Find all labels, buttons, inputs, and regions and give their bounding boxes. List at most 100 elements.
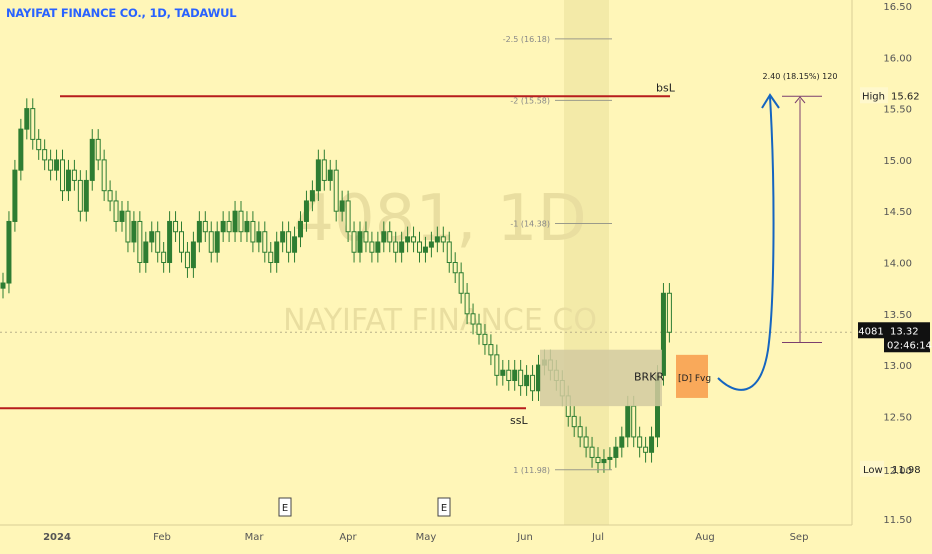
price-tag-value: 13.32 <box>890 326 919 337</box>
candle-body <box>202 220 208 233</box>
candle-body <box>315 159 321 192</box>
candle-body <box>446 241 452 263</box>
candle-body <box>226 220 232 233</box>
candle-body <box>500 369 506 376</box>
candle-body <box>530 374 536 392</box>
candle-body <box>488 344 494 356</box>
price-tag-countdown: 02:46:14 <box>887 340 932 351</box>
candle-body <box>220 220 226 233</box>
candle-body <box>83 179 89 212</box>
bsl-label: bsL <box>656 81 676 94</box>
candle-body <box>434 236 440 243</box>
time-tick: Mar <box>245 532 265 543</box>
candle-body <box>494 354 500 376</box>
candle-body <box>518 369 524 387</box>
candle-body <box>506 369 512 381</box>
time-tick: 2024 <box>43 532 71 543</box>
candle-body <box>196 220 202 243</box>
candle-body <box>161 251 167 264</box>
candle-body <box>536 364 541 392</box>
high-label-bg <box>860 87 888 104</box>
candle-body <box>208 231 214 253</box>
candle-body <box>179 231 184 253</box>
candle-body <box>250 220 256 243</box>
candle-body <box>54 159 60 171</box>
candle-body <box>42 149 48 161</box>
candle-body <box>369 241 375 253</box>
low-value: 11.98 <box>892 465 921 476</box>
candle-body <box>577 426 583 438</box>
candle-body <box>524 374 530 387</box>
price-tick: 15.00 <box>883 156 912 167</box>
candle-body <box>660 292 666 376</box>
time-tick: Feb <box>153 532 171 543</box>
projection-curve <box>717 96 775 391</box>
price-tick: 12.50 <box>883 412 912 423</box>
candle-body <box>113 200 119 222</box>
candle-body <box>643 446 649 453</box>
candle-body <box>357 231 363 253</box>
chart-title: NAYIFAT FINANCE CO., 1D, TADAWUL <box>6 6 237 20</box>
fib-label: 1 (11.98) <box>513 466 550 475</box>
price-tick: 15.50 <box>883 105 912 116</box>
time-tick: Jun <box>516 532 533 543</box>
price-tick: 16.50 <box>883 2 912 13</box>
candle-body <box>77 179 83 212</box>
candle-body <box>595 456 601 464</box>
candle-body <box>256 231 262 243</box>
candle-body <box>470 313 476 325</box>
event-marker-box <box>278 497 292 517</box>
price-tick: 16.00 <box>883 53 912 64</box>
price-tick: 13.50 <box>883 310 912 321</box>
candle-body <box>89 138 95 181</box>
candle-body <box>131 220 137 243</box>
ssl-label: ssL <box>510 414 528 427</box>
candle-body <box>625 405 631 438</box>
low-label-bg <box>860 460 884 477</box>
candle-body <box>339 200 345 212</box>
candle-body <box>428 241 434 248</box>
price-tick: 14.50 <box>883 207 912 218</box>
candle-body <box>399 241 405 253</box>
candle-body <box>71 169 77 181</box>
candle-body <box>411 236 417 243</box>
high-value: 15.62 <box>891 91 920 102</box>
price-tag <box>884 322 930 353</box>
symbol-tag-text: 4081 <box>858 326 883 337</box>
brkr-zone <box>540 349 662 407</box>
candle-body <box>464 292 470 315</box>
candle-body <box>48 159 54 171</box>
candle-body <box>262 231 268 253</box>
price-tick: 13.00 <box>883 361 912 372</box>
candle-body <box>292 236 298 253</box>
candle-body <box>381 231 387 243</box>
candle-body <box>65 169 71 192</box>
candle-body <box>619 436 625 448</box>
candle-body <box>24 108 30 130</box>
candle-body <box>321 159 327 181</box>
event-marker-label: E <box>282 503 288 514</box>
symbol-tag <box>858 322 884 339</box>
candle-body <box>12 169 18 222</box>
candle-body <box>149 231 155 243</box>
candle-body <box>101 159 107 192</box>
candle-body <box>280 231 286 243</box>
price-tick: 11.50 <box>883 515 912 526</box>
price-tick: 14.00 <box>883 259 912 270</box>
candle-body <box>137 220 143 264</box>
candle-body <box>274 241 280 263</box>
candle-body <box>482 333 488 346</box>
candle-body <box>571 415 577 428</box>
fvg-label: [D] Fvg <box>678 374 711 384</box>
candle-body <box>214 231 220 253</box>
candle-body <box>363 231 369 243</box>
candle-body <box>637 436 643 448</box>
time-tick: Apr <box>339 532 357 543</box>
candle-body <box>375 241 381 253</box>
fib-label: -2.5 (16.18) <box>503 35 550 44</box>
candle-body <box>268 251 274 264</box>
candle-body <box>309 190 315 202</box>
candle-body <box>666 292 672 333</box>
candle-body <box>155 231 161 253</box>
